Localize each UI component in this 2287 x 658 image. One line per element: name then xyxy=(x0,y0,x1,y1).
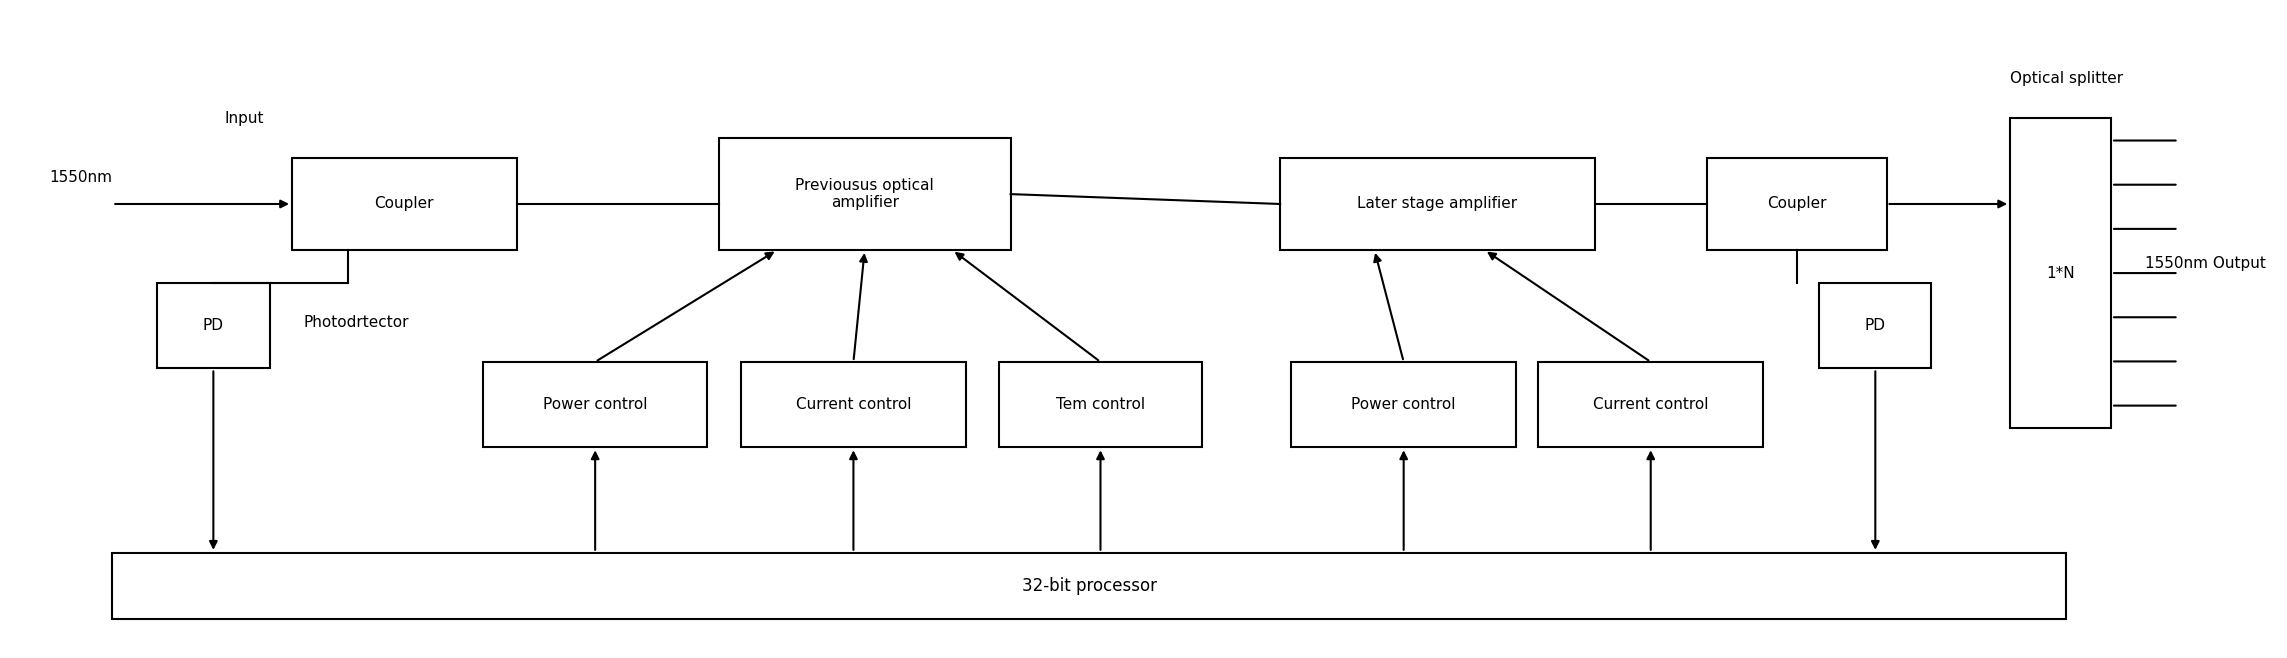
FancyBboxPatch shape xyxy=(741,362,965,447)
Text: Coupler: Coupler xyxy=(1768,197,1827,211)
FancyBboxPatch shape xyxy=(2010,118,2111,428)
FancyBboxPatch shape xyxy=(1281,158,1594,250)
Text: Current control: Current control xyxy=(796,397,910,412)
FancyBboxPatch shape xyxy=(718,138,1011,250)
FancyBboxPatch shape xyxy=(112,553,2065,619)
FancyBboxPatch shape xyxy=(1292,362,1516,447)
Text: 32-bit processor: 32-bit processor xyxy=(1022,576,1157,595)
Text: 1550nm Output: 1550nm Output xyxy=(2145,256,2266,270)
Text: Coupler: Coupler xyxy=(375,197,435,211)
Text: Photodrtector: Photodrtector xyxy=(304,315,409,330)
Text: PD: PD xyxy=(1864,318,1887,333)
Text: 1550nm: 1550nm xyxy=(50,170,112,185)
Text: Optical splitter: Optical splitter xyxy=(2010,72,2122,86)
Text: Later stage amplifier: Later stage amplifier xyxy=(1356,197,1519,211)
FancyBboxPatch shape xyxy=(999,362,1201,447)
Text: PD: PD xyxy=(204,318,224,333)
Text: Tem control: Tem control xyxy=(1057,397,1146,412)
Text: Power control: Power control xyxy=(542,397,647,412)
FancyBboxPatch shape xyxy=(158,283,270,368)
FancyBboxPatch shape xyxy=(1539,362,1763,447)
Text: Power control: Power control xyxy=(1352,397,1457,412)
Text: 1*N: 1*N xyxy=(2047,266,2074,280)
Text: Previousus optical
amplifier: Previousus optical amplifier xyxy=(796,178,933,211)
FancyBboxPatch shape xyxy=(1818,283,1933,368)
FancyBboxPatch shape xyxy=(1706,158,1887,250)
FancyBboxPatch shape xyxy=(293,158,517,250)
Text: Input: Input xyxy=(224,111,263,126)
FancyBboxPatch shape xyxy=(483,362,707,447)
Text: Current control: Current control xyxy=(1594,397,1708,412)
